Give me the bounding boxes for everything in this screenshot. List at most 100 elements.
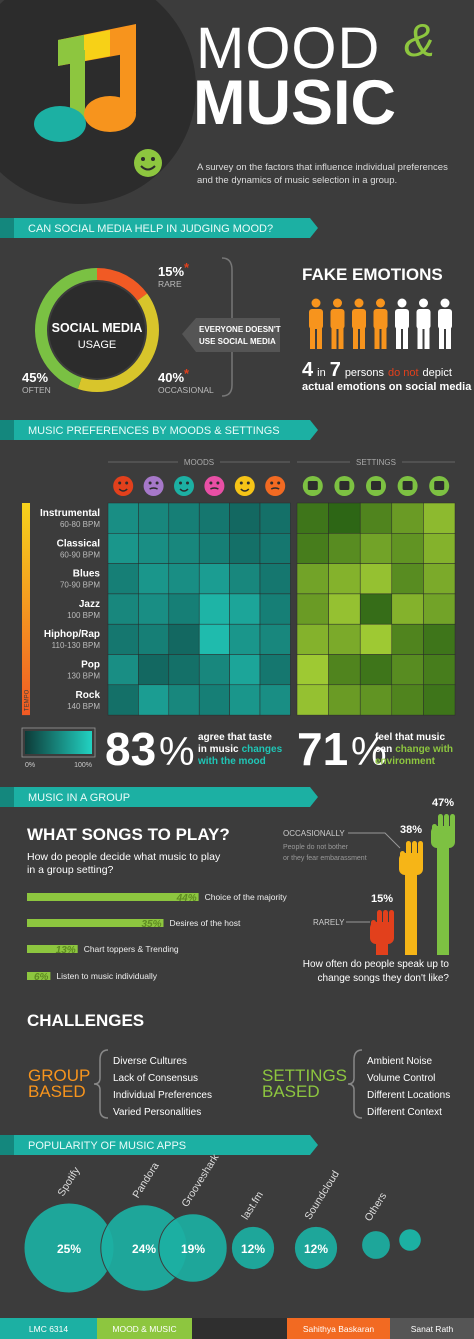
hand-arm: [405, 871, 417, 955]
heat-cell: [168, 654, 200, 686]
setting-glyph: [307, 481, 318, 490]
note-box: [182, 318, 280, 352]
section-title: WHAT SONGS TO PLAY?: [27, 825, 230, 844]
mood-eye: [148, 481, 152, 485]
hand-finger: [371, 920, 376, 940]
banner-title: MUSIC IN A GROUP: [28, 792, 130, 804]
challenge-item: Lack of Consensus: [113, 1073, 198, 1084]
hand-name: RARELY: [313, 918, 345, 927]
genre-bpm: 100 BPM: [67, 611, 100, 620]
person-leg: [396, 327, 401, 349]
heat-cell: [198, 563, 230, 595]
heat-cell: [359, 502, 393, 534]
heat-cell: [168, 684, 200, 716]
heat-cell: [107, 502, 139, 534]
app-value: 19%: [181, 1242, 205, 1256]
heat-cell: [229, 684, 261, 716]
donut-center: [49, 282, 145, 378]
heat-cell: [296, 533, 329, 564]
hand: [399, 841, 423, 955]
heat-cell: [168, 623, 200, 655]
segment-value: 15%: [158, 264, 184, 279]
person-body: [330, 309, 345, 329]
hand: [431, 814, 455, 955]
app-bubble: [158, 1213, 228, 1283]
person-leg: [317, 327, 322, 349]
heat-cell: [138, 563, 170, 595]
person-leg: [446, 327, 451, 349]
banner: [0, 218, 318, 238]
heat-cell: [296, 684, 329, 716]
challenge-group: BASED: [262, 1082, 320, 1101]
footer-segment: [97, 1318, 192, 1339]
mood-mouth: [270, 487, 280, 490]
fake-emotions-part: persons: [345, 367, 385, 379]
heat-cell: [328, 684, 361, 716]
heat-cell: [391, 563, 424, 595]
legend-scale: [25, 731, 92, 754]
title: MOOD: [196, 16, 380, 81]
title: MUSIC: [193, 68, 396, 138]
stat-part: in music: [198, 744, 239, 755]
legend-label: 100%: [74, 762, 92, 769]
heat-cell: [107, 533, 139, 564]
heat-cell: [296, 502, 329, 534]
footer-text: Sahithya Baskaran: [303, 1324, 375, 1334]
person-body: [373, 309, 388, 329]
setting-glyph: [402, 481, 413, 490]
tempo-label: TEMPO: [25, 689, 31, 711]
heat-cell: [296, 563, 329, 595]
hand-value: 38%: [400, 824, 422, 836]
question: change songs they don't like?: [318, 973, 450, 984]
genre-name: Hiphop/Rap: [44, 629, 100, 640]
group-label: MOODS: [184, 458, 214, 467]
person-body: [309, 309, 323, 329]
person-head: [419, 298, 428, 308]
donut-segment: [97, 268, 148, 301]
heat-cell: [423, 533, 456, 564]
mood-mouth: [240, 488, 250, 492]
genre-name: Jazz: [79, 599, 100, 610]
hand-finger: [400, 851, 405, 871]
genre-bpm: 140 BPM: [67, 702, 100, 711]
banner: [0, 420, 318, 440]
heat-cell: [391, 684, 424, 716]
heat-cell: [359, 593, 393, 625]
person-head: [311, 298, 321, 308]
person-leg: [338, 327, 344, 349]
heat-cell: [359, 563, 393, 595]
setting-glyph: [434, 481, 445, 490]
hand-finger: [406, 841, 411, 861]
mood-eye: [125, 481, 129, 485]
fake-emotions-part: 4: [302, 359, 314, 381]
mood-eye: [246, 481, 250, 485]
person-leg: [310, 327, 315, 349]
heat-cell: [198, 593, 230, 625]
heat-cell: [391, 502, 424, 534]
heat-cell: [328, 502, 361, 534]
stat-part: changes: [242, 744, 283, 755]
heat-cell: [259, 593, 291, 625]
bar-text: Chart toppers & Trending: [84, 944, 179, 954]
stat-text: with the mood: [197, 756, 266, 767]
genre-name: Blues: [73, 569, 101, 580]
app-bubble: [399, 1229, 421, 1251]
heat-cell: [423, 563, 456, 595]
hand-finger: [450, 814, 455, 834]
legend-frame: [21, 727, 96, 758]
fake-emotions-line: 4 in 7 persons do not depict: [302, 359, 452, 381]
group-label: SETTINGS: [356, 458, 396, 467]
hand-value: 47%: [432, 797, 454, 809]
person-icon: [395, 298, 409, 349]
music-note-icon: [34, 24, 136, 142]
person-icon: [373, 298, 388, 349]
bar-text: Listen to music individually: [56, 971, 157, 981]
challenge-item: Different Context: [367, 1107, 442, 1118]
heat-cell: [359, 533, 393, 564]
smiley-icon: [134, 149, 162, 177]
mood-eye: [155, 481, 159, 485]
mood-icon: [234, 476, 255, 496]
footer-gap: [192, 1318, 287, 1339]
heat-cell: [107, 623, 139, 655]
heat-cell: [138, 593, 170, 625]
